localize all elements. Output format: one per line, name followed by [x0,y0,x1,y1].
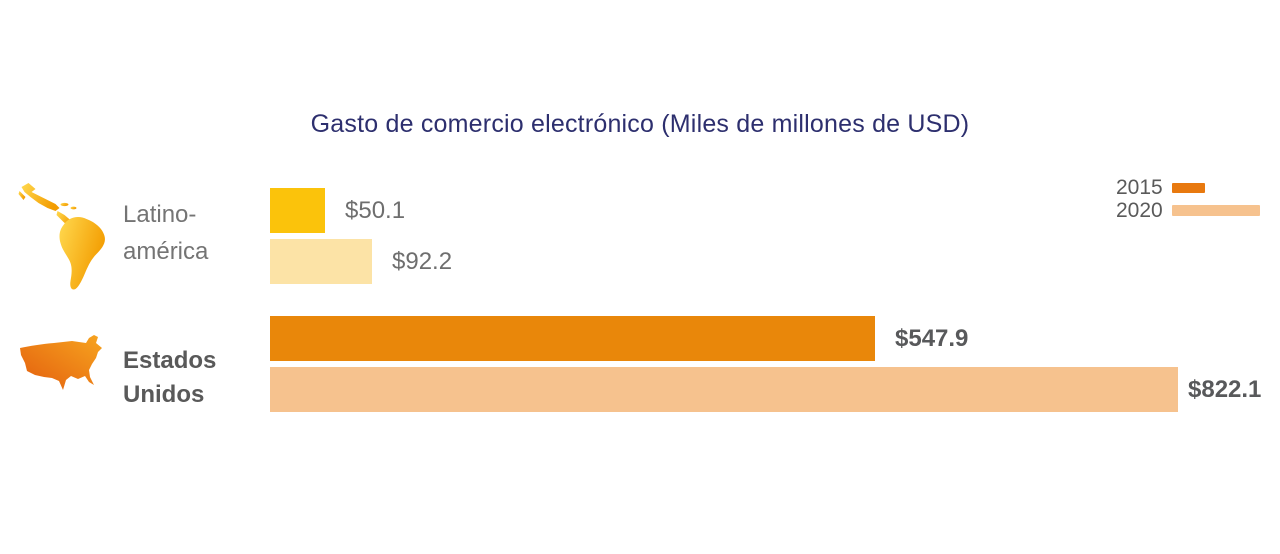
legend-item-2015: 2015 [1116,176,1260,199]
legend-label-2015: 2015 [1116,175,1163,199]
bar-row-latinoamerica-2015: $50.1 [270,188,405,233]
value-label-estados-unidos-2020: $822.1 [1188,375,1262,403]
value-label-latinoamerica-2015: $50.1 [345,196,406,224]
category-label-line: Estados [123,347,217,374]
value-label-estados-unidos-2015: $547.9 [895,324,969,352]
bar-row-estados-unidos-2015: $547.9 [270,316,968,361]
category-label-line: Unidos [123,381,205,408]
bar-latinoamerica-2020 [270,239,372,284]
latin-america-map-icon [18,183,105,290]
legend-item-2020: 2020 [1116,199,1260,222]
legend-swatch-2020-icon [1172,205,1260,216]
bar-estados-unidos-2020 [270,367,1178,412]
legend-swatch-2015-icon [1172,182,1205,193]
category-label-latinoamerica: Latino- américa [123,196,208,270]
category-label-line: américa [123,238,209,265]
usa-map-icon [20,335,102,390]
value-label-latinoamerica-2020: $92.2 [392,247,453,275]
category-label-estados-unidos: Estados Unidos [123,344,216,412]
chart-legend: 2015 2020 [1116,176,1260,222]
bar-latinoamerica-2015 [270,188,325,233]
category-label-line: Latino- [123,201,197,228]
legend-label-2020: 2020 [1116,198,1163,222]
bar-estados-unidos-2015 [270,316,875,361]
chart-title: Gasto de comercio electrónico (Miles de … [310,110,970,138]
bar-row-latinoamerica-2020: $92.2 [270,239,452,284]
bar-row-estados-unidos-2020: $822.1 [270,367,1261,412]
